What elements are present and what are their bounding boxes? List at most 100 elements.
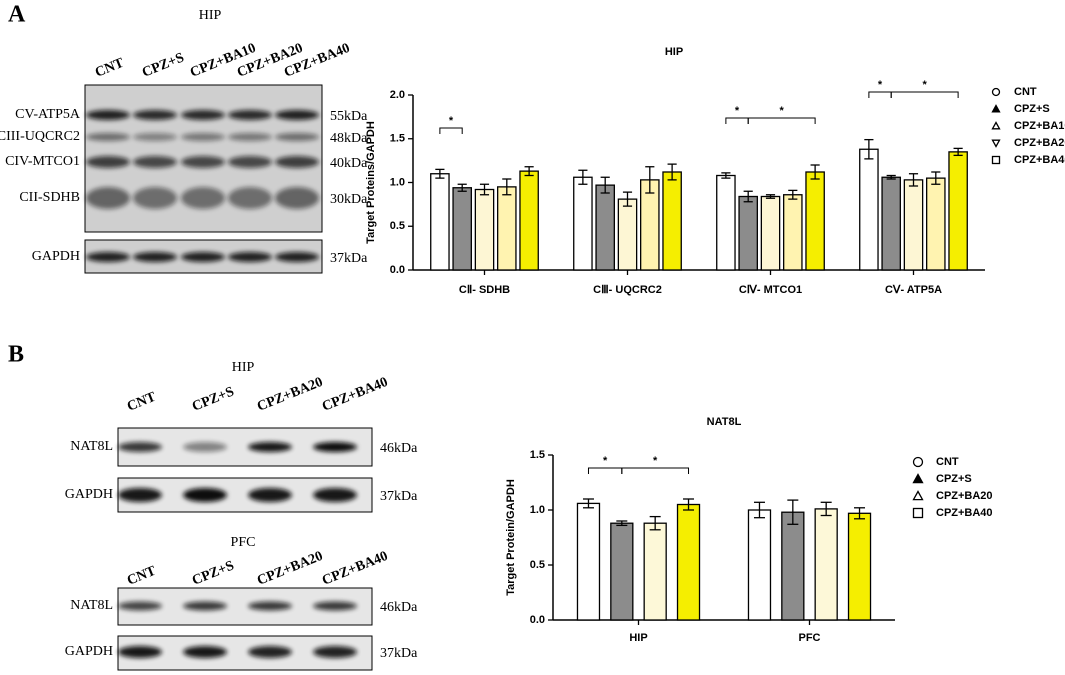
bar [859, 148, 879, 271]
blot-band [228, 156, 272, 168]
blot-band [118, 442, 162, 452]
size-label: 46kDa [380, 600, 418, 615]
protein-label: NAT8L [70, 598, 113, 613]
legend-label: CPZ+BA20 [1014, 137, 1065, 149]
lane-label: CNT [93, 55, 127, 80]
significance-bracket [439, 127, 463, 134]
panel-label: B [8, 342, 24, 368]
legend-label: CNT [1014, 86, 1037, 98]
protein-label: GAPDH [65, 644, 113, 659]
y-axis-label: Target Protein/GAPDH [505, 479, 517, 596]
significance-bracket [725, 117, 749, 124]
bar [903, 179, 924, 271]
panel-label: A [8, 2, 26, 28]
size-label: 30kDa [330, 192, 368, 207]
bar [662, 171, 682, 271]
blot-title: HIP [199, 8, 222, 23]
bar [643, 522, 667, 621]
blot-band [118, 646, 162, 658]
protein-label: GAPDH [32, 249, 80, 264]
blot-band [181, 187, 225, 209]
x-tick-label: PFC [799, 632, 821, 644]
bar [610, 522, 634, 621]
y-tick-label: 2.0 [390, 89, 405, 101]
bar [617, 198, 638, 271]
size-label: 37kDa [380, 489, 418, 504]
x-tick-label: HIP [629, 632, 647, 644]
blot-band [86, 110, 130, 120]
blot-band [86, 133, 130, 141]
blot-band [133, 187, 177, 209]
bar [573, 176, 593, 271]
y-tick-label: 1.5 [530, 449, 545, 461]
significance-label: * [923, 79, 928, 91]
significance-label: * [603, 455, 608, 467]
protein-label: CII-SDHB [19, 190, 80, 205]
size-label: 46kDa [380, 441, 418, 456]
legend-marker [991, 87, 1001, 97]
protein-label: CIV-MTCO1 [5, 154, 80, 169]
legend-label: CPZ+S [936, 473, 972, 485]
lane-label: CPZ+S [190, 558, 236, 588]
bar [497, 186, 517, 271]
legend-marker [991, 155, 1001, 165]
lane-label: CPZ+BA20 [255, 549, 325, 589]
legend-label: CNT [936, 456, 959, 468]
blot-band [133, 133, 177, 141]
blot-band [248, 488, 292, 502]
blot-band [313, 488, 357, 502]
legend-label: CPZ+BA10 [1014, 120, 1065, 132]
x-tick-label: CⅡ- SDHB [459, 284, 510, 296]
lane-label: CPZ+BA40 [320, 375, 390, 415]
blot-band [183, 601, 227, 611]
blot-band [183, 442, 227, 452]
bar [760, 195, 781, 271]
y-tick-label: 0.0 [390, 264, 405, 276]
protein-label: CV-ATP5A [15, 107, 81, 122]
y-tick-label: 0.5 [390, 220, 405, 232]
legend-marker [912, 473, 924, 484]
significance-bracket [890, 91, 959, 98]
blot-band [228, 133, 272, 141]
bar [783, 194, 803, 271]
blot-band [181, 110, 225, 120]
blot-band [181, 133, 225, 141]
blot-band [248, 442, 292, 452]
bar [814, 508, 838, 621]
legend-marker [912, 490, 924, 501]
significance-bracket [587, 467, 623, 474]
y-tick-label: 0.5 [530, 559, 545, 571]
protein-label: NAT8L [70, 439, 113, 454]
size-label: 37kDa [330, 251, 368, 266]
blot-band [118, 601, 162, 611]
significance-bracket [621, 467, 690, 474]
bar [747, 509, 772, 621]
blot-band [228, 252, 272, 262]
blot-title: PFC [231, 535, 256, 550]
bar [595, 184, 615, 271]
significance-label: * [653, 455, 658, 467]
blot-band [313, 646, 357, 658]
legend-label: CPZ+BA20 [936, 490, 993, 502]
y-tick-label: 1.5 [390, 133, 405, 145]
bar [738, 195, 758, 271]
blot-band [228, 110, 272, 120]
protein-label: GAPDH [65, 487, 113, 502]
blot-band [248, 601, 292, 611]
blot-band [275, 252, 319, 262]
size-label: 48kDa [330, 131, 368, 146]
significance-label: * [735, 105, 740, 117]
legend-label: CPZ+BA40 [936, 507, 993, 519]
blot-band [313, 442, 357, 452]
legend-marker [912, 456, 924, 468]
x-tick-label: CⅤ- ATP5A [885, 284, 942, 296]
x-tick-label: CⅣ- MTCO1 [739, 284, 802, 296]
chart-title: NAT8L [707, 416, 742, 428]
blot-band [275, 110, 319, 120]
lane-label: CPZ+BA20 [255, 375, 325, 415]
significance-label: * [878, 79, 883, 91]
blot-band [248, 646, 292, 658]
bar [519, 170, 539, 271]
y-tick-label: 0.0 [530, 614, 545, 626]
